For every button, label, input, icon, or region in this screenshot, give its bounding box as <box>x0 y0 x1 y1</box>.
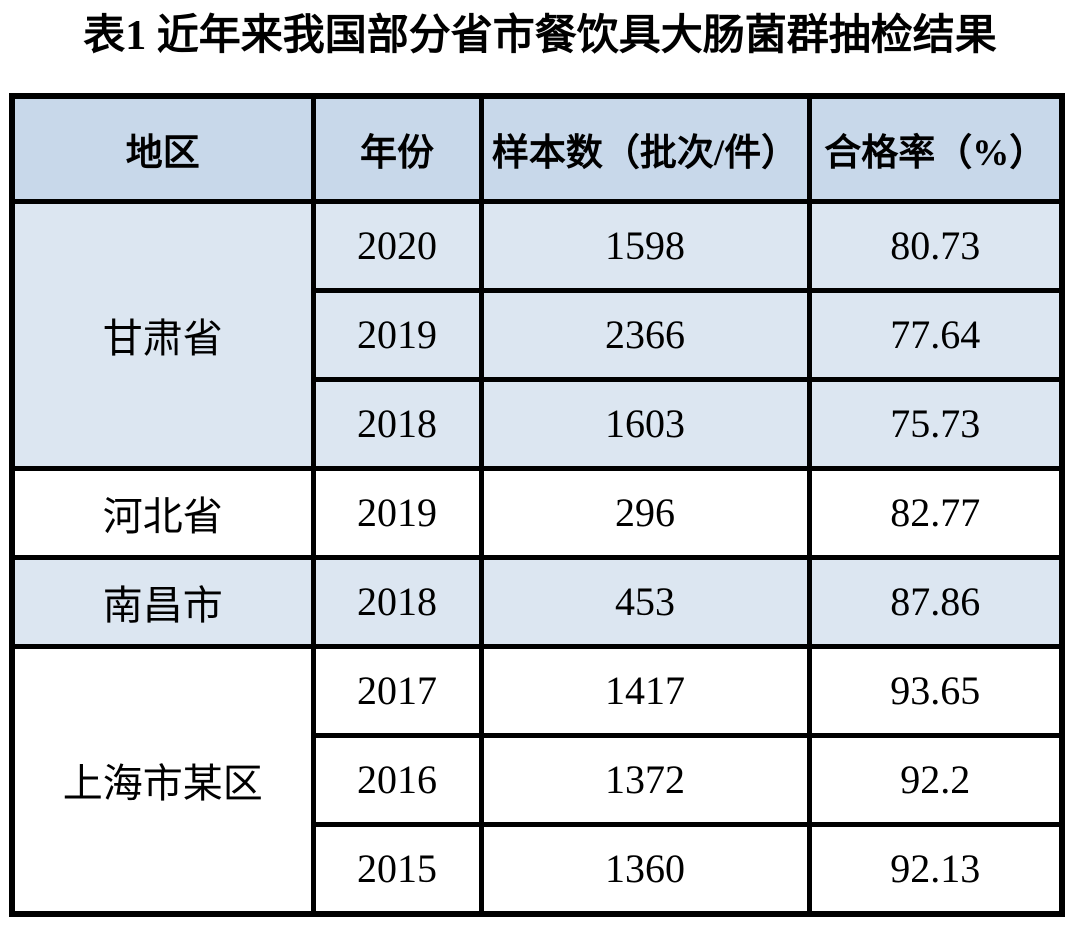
samples-cell: 1417 <box>478 643 812 738</box>
table-row: 上海市某区 2017 1417 93.65 <box>9 643 1065 916</box>
table-row: 2015 1360 92.13 <box>12 821 1065 916</box>
table-row: 2018 1603 75.73 <box>12 376 1065 471</box>
year-cell: 2015 <box>310 821 484 916</box>
samples-cell: 1360 <box>478 821 812 916</box>
column-header-pass-rate: 合格率（%） <box>806 93 1065 204</box>
samples-cell: 1603 <box>478 376 812 471</box>
column-header-samples: 样本数（批次/件） <box>478 93 812 204</box>
pass-rate-cell: 82.77 <box>806 465 1065 560</box>
table-row: 2016 1372 92.2 <box>12 732 1065 827</box>
samples-cell: 296 <box>478 465 812 560</box>
column-header-region: 地区 <box>9 93 316 204</box>
table-row: 河北省 2019 296 82.77 <box>9 465 1065 560</box>
table-row: 甘肃省 2020 1598 80.73 <box>9 198 1065 471</box>
samples-cell: 453 <box>478 554 812 649</box>
year-cell: 2019 <box>310 465 484 560</box>
header-row: 地区 年份 样本数（批次/件） 合格率（%） <box>9 93 1065 204</box>
table-header: 地区 年份 样本数（批次/件） 合格率（%） <box>9 93 1065 204</box>
year-cell: 2018 <box>310 376 484 471</box>
pass-rate-cell: 92.2 <box>806 732 1065 827</box>
pass-rate-cell: 75.73 <box>806 376 1065 471</box>
samples-cell: 1372 <box>478 732 812 827</box>
table-row: 2019 2366 77.64 <box>12 287 1065 382</box>
samples-cell: 1598 <box>478 198 812 293</box>
samples-cell: 2366 <box>478 287 812 382</box>
table-row: 南昌市 2018 453 87.86 <box>9 554 1065 649</box>
pass-rate-cell: 77.64 <box>806 287 1065 382</box>
column-header-year: 年份 <box>310 93 484 204</box>
pass-rate-cell: 92.13 <box>806 821 1065 916</box>
year-cell: 2018 <box>310 554 484 649</box>
table-body: 甘肃省 2020 1598 80.73 2019 2366 77.64 2018 1603 75.… <box>9 198 1065 916</box>
table-caption: 表1 近年来我国部分省市餐饮具大肠菌群抽检结果 <box>83 13 997 59</box>
year-cell: 2019 <box>310 287 484 382</box>
year-cell: 2016 <box>310 732 484 827</box>
region-cell: 南昌市 <box>9 554 316 649</box>
pass-rate-cell: 93.65 <box>806 643 1065 738</box>
pass-rate-cell: 87.86 <box>806 554 1065 649</box>
sampling-results-table: 地区 年份 样本数（批次/件） 合格率（%） 甘肃省 2020 1598 80.73 2… <box>9 92 1065 917</box>
region-cell: 上海市某区 <box>9 643 316 916</box>
region-cell: 甘肃省 <box>9 198 316 471</box>
year-cell: 2020 <box>310 198 484 293</box>
region-cell: 河北省 <box>9 465 316 560</box>
year-cell: 2017 <box>310 643 484 738</box>
pass-rate-cell: 80.73 <box>806 198 1065 293</box>
